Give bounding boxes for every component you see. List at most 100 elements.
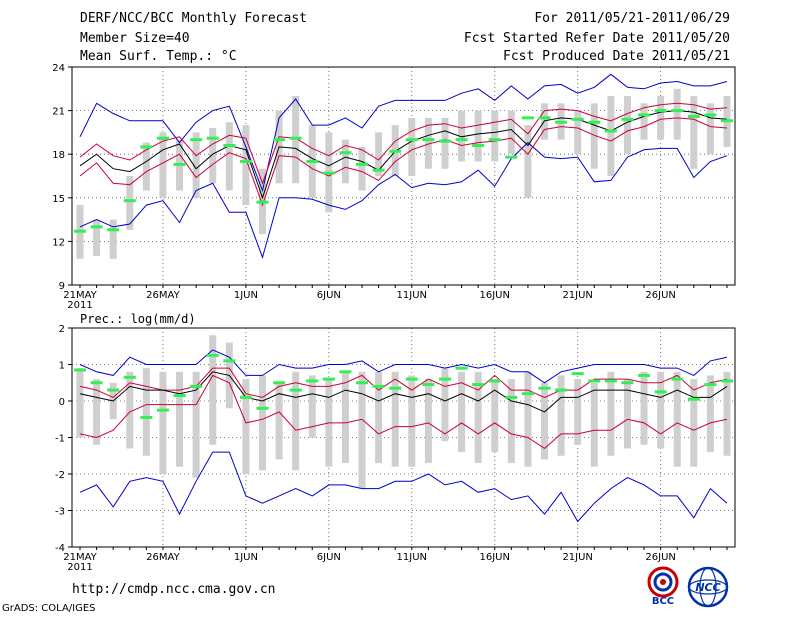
temp-xtick-label: 21JUN xyxy=(562,290,592,301)
temp-spread-upper-line xyxy=(79,102,728,185)
temp-box xyxy=(126,176,134,230)
bcc-logo: BCC xyxy=(647,566,679,606)
temp-observed-mark xyxy=(339,151,352,155)
variable-label: Mean Surf. Temp.: °C xyxy=(80,49,237,64)
prec-observed-mark xyxy=(588,379,601,383)
ncc-logo-text: NCC xyxy=(695,581,720,594)
prec-observed-mark xyxy=(488,379,501,383)
prec-box xyxy=(176,371,184,467)
temp-box xyxy=(673,88,681,140)
prec-xtick-label: 1JUN xyxy=(234,552,258,563)
temp-box xyxy=(424,117,432,169)
prec-xtick-label: 26JUN xyxy=(645,552,675,563)
prec-box xyxy=(258,375,266,471)
prec-xtick-label: 26MAY xyxy=(146,552,180,563)
temp-box xyxy=(375,132,383,176)
temp-observed-mark xyxy=(472,143,485,147)
temp-box xyxy=(142,142,150,191)
temp-box xyxy=(507,110,515,155)
prec-ytick-label: 1 xyxy=(59,361,65,372)
prec-observed-mark xyxy=(206,353,219,357)
prec-observed-mark xyxy=(472,383,485,387)
precip-label: Prec.: log(mm/d) xyxy=(80,312,196,326)
temp-xtick-label: 16JUN xyxy=(480,290,510,301)
temp-max-line xyxy=(79,73,728,193)
temp-observed-mark xyxy=(438,139,451,143)
temp-box xyxy=(706,103,714,155)
prec-ytick-label: 2 xyxy=(59,324,65,335)
prec-observed-mark xyxy=(107,388,120,392)
temp-box xyxy=(441,117,449,169)
prec-observed-mark xyxy=(322,377,335,381)
prec-min-line xyxy=(79,451,728,523)
prec-box xyxy=(441,368,449,442)
prec-box xyxy=(557,375,565,456)
temp-box xyxy=(574,110,582,155)
prec-box xyxy=(474,371,482,464)
prec-box xyxy=(723,371,731,456)
temp-box xyxy=(408,117,416,176)
temp-observed-mark xyxy=(687,114,700,118)
temp-ytick-label: 21 xyxy=(52,107,65,118)
prec-observed-mark xyxy=(123,375,136,379)
prec-ytick-label: -2 xyxy=(55,470,65,481)
prec-observed-mark xyxy=(140,415,153,419)
prec-box xyxy=(574,379,582,445)
prec-box xyxy=(541,382,549,460)
prec-observed-mark xyxy=(438,377,451,381)
temp-observed-mark xyxy=(405,138,418,142)
prec-ytick-label: -1 xyxy=(55,434,65,445)
temp-observed-mark xyxy=(638,113,651,117)
temp-observed-mark xyxy=(306,159,319,163)
prec-box xyxy=(93,379,101,445)
prec-box xyxy=(275,382,283,460)
temp-min-line xyxy=(79,141,728,260)
prec-observed-mark xyxy=(156,408,169,412)
temp-observed-mark xyxy=(654,109,667,113)
prec-observed-mark xyxy=(638,373,651,377)
temp-box xyxy=(491,110,499,162)
prec-box xyxy=(706,375,714,453)
prec-xtick-label: 21MAY xyxy=(63,552,97,563)
temp-observed-mark xyxy=(455,138,468,142)
prec-observed-mark xyxy=(704,383,717,387)
temp-observed-mark xyxy=(273,138,286,142)
prec-observed-mark xyxy=(721,379,733,383)
temp-observed-mark xyxy=(107,228,120,232)
prec-box xyxy=(76,368,84,438)
temp-box xyxy=(159,132,167,198)
prec-observed-mark xyxy=(621,381,634,385)
member-size: Member Size=40 xyxy=(80,31,190,46)
temp-observed-mark xyxy=(389,149,402,153)
temp-box xyxy=(109,219,117,259)
temp-observed-mark xyxy=(588,120,601,124)
prec-xtick-label: 6JUN xyxy=(317,552,341,563)
prec-observed-mark xyxy=(521,392,534,396)
prec-observed-mark xyxy=(289,388,302,392)
temp-xtick-label: 6JUN xyxy=(317,290,341,301)
temp-observed-mark xyxy=(621,117,634,121)
temp-box xyxy=(474,110,482,162)
prec-box xyxy=(491,379,499,453)
temp-box xyxy=(225,122,233,191)
precipitation-chart: -4 -3 -2 -1 0 1 2 21MAY 26MAY 1JUN 6JUN 11JUN 16JUN 2… xyxy=(55,324,736,573)
temp-box xyxy=(640,103,648,140)
temp-observed-mark xyxy=(604,129,617,133)
temperature-chart: 9 12 15 18 21 24 21MAY 26MAY 1JUN 6JUN 11JUN 16JUN 2… xyxy=(52,63,736,311)
temp-observed-mark xyxy=(521,116,534,120)
prec-ytick-label: 0 xyxy=(59,397,65,408)
prec-box xyxy=(375,371,383,464)
start-date: Fcst Started Refer Date 2011/05/20 xyxy=(463,31,730,46)
prec-box xyxy=(458,371,466,453)
temp-observed-mark xyxy=(671,109,684,113)
temp-ytick-label: 15 xyxy=(52,194,65,205)
prec-observed-mark xyxy=(422,383,435,387)
prec-frame xyxy=(71,327,736,548)
prec-observed-mark xyxy=(505,395,518,399)
temp-ytick-label: 18 xyxy=(52,150,65,161)
source-url[interactable]: http://cmdp.ncc.cma.gov.cn xyxy=(72,582,276,597)
prec-observed-mark xyxy=(671,377,684,381)
prec-observed-mark xyxy=(173,394,186,398)
prec-observed-mark xyxy=(604,379,617,383)
temp-box xyxy=(690,96,698,169)
